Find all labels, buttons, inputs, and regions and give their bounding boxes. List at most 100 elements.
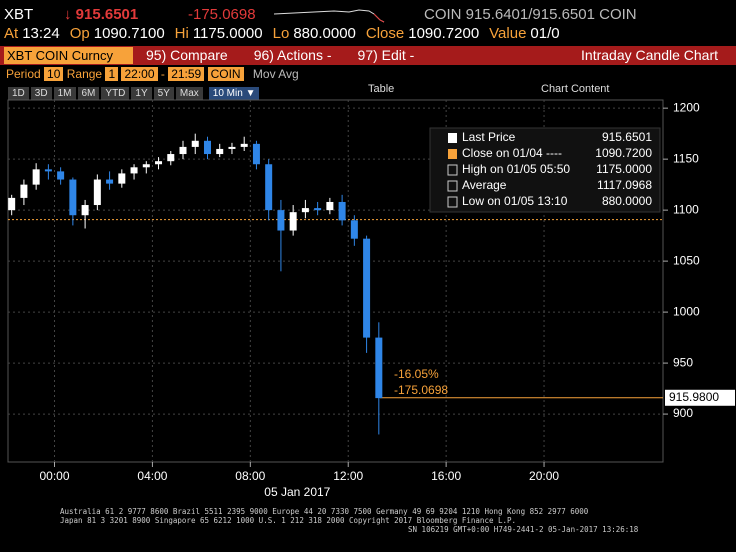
- toolbar: [0, 46, 736, 65]
- y-tick-label: 1100: [673, 202, 699, 216]
- ticker: XBT: [4, 6, 34, 23]
- candle-body: [277, 210, 285, 231]
- candle-body: [20, 184, 28, 198]
- table-button[interactable]: Table: [368, 83, 395, 95]
- candle-body: [252, 143, 260, 165]
- stat-label: Hi: [174, 25, 189, 42]
- stat-label: Value: [489, 25, 527, 42]
- candle-body: [363, 238, 371, 338]
- stat-label: At: [4, 25, 19, 42]
- range-button[interactable]: 1Y: [131, 87, 152, 100]
- legend-label: Close on 01/04 ----: [462, 146, 562, 160]
- menus: 95) Compare 96) Actions - 97) Edit -: [134, 46, 428, 65]
- legend-label: Low on 01/05 13:10: [462, 194, 568, 208]
- dash: -: [160, 67, 165, 81]
- candle-body: [44, 169, 52, 172]
- legend-label: High on 01/05 05:50: [462, 162, 570, 176]
- range-button[interactable]: 6M: [77, 87, 100, 100]
- legend-value: 1090.7200: [595, 146, 652, 160]
- legend-label: Last Price: [462, 130, 516, 144]
- last-price: ↓ 915.6501: [64, 6, 139, 23]
- candle-body: [314, 208, 322, 211]
- candle-body: [155, 161, 163, 165]
- stat-label: Close: [365, 25, 405, 42]
- x-tick-label: 08:00: [235, 469, 265, 483]
- mov-avg[interactable]: Mov Avg: [252, 67, 299, 81]
- range-button[interactable]: 3D: [30, 87, 52, 100]
- stat-label: Lo: [272, 25, 290, 42]
- range-button[interactable]: YTD: [101, 87, 130, 100]
- candle-body: [142, 164, 150, 168]
- stat-value: 1090.7200: [408, 25, 480, 42]
- stats-row: At 13:24 Op 1090.7100 Hi 1175.0000 Lo 880.0000 C…: [4, 25, 570, 42]
- source-input[interactable]: COIN: [207, 67, 244, 81]
- range-button[interactable]: 1D: [8, 87, 29, 100]
- stat-value: 01/0: [530, 25, 560, 42]
- x-axis-label: 05 Jan 2017: [264, 485, 330, 499]
- security-input[interactable]: XBT COIN Curncy: [4, 47, 133, 64]
- candle-body: [375, 337, 383, 399]
- last-price-tag: [665, 389, 735, 406]
- interval-button[interactable]: 10 Min ▼: [208, 87, 260, 100]
- candle-body: [240, 143, 248, 147]
- candle-body: [93, 179, 101, 206]
- legend-swatch: [448, 133, 457, 143]
- candle-body: [191, 140, 199, 147]
- y-tick-label: 950: [673, 355, 693, 369]
- legend-swatch: [447, 196, 458, 208]
- candle-body: [216, 148, 224, 155]
- candle-body: [338, 201, 346, 221]
- legend-label: Average: [462, 178, 507, 192]
- legend-box: [429, 127, 661, 213]
- legend-swatch: [448, 149, 457, 159]
- range-button[interactable]: 5Y: [153, 87, 174, 100]
- x-tick-label: 04:00: [137, 469, 167, 483]
- footer: Australia 61 2 9777 8600 Brazil 5511 239…: [60, 507, 638, 534]
- range-button[interactable]: Max: [175, 87, 203, 100]
- range-label: Range: [66, 67, 103, 81]
- view-title: Intraday Candle Chart: [581, 47, 718, 63]
- range-buttons: 1D 3D 1M 6M YTD 1Y 5Y Max 10 Min ▼: [8, 83, 261, 101]
- candle-body: [203, 140, 211, 155]
- candle-body: [179, 146, 187, 155]
- x-tick-label: 00:00: [39, 469, 69, 483]
- candle-body: [32, 169, 40, 185]
- period-label: Period: [6, 67, 41, 81]
- candle-body: [81, 205, 89, 216]
- candle-body: [130, 167, 138, 174]
- legend-swatch: [447, 164, 458, 176]
- start-input[interactable]: 22:00: [121, 67, 158, 81]
- legend-value: 880.0000: [602, 194, 652, 208]
- stat-value: 13:24: [22, 25, 60, 42]
- y-tick-label: 1050: [673, 253, 700, 267]
- chart-content-button[interactable]: Chart Content: [541, 83, 610, 95]
- sparkline: [274, 9, 385, 23]
- candle-body: [167, 154, 175, 162]
- last-price-tag-label: 915.9800: [669, 390, 719, 404]
- menu[interactable]: 95) Compare: [146, 47, 228, 63]
- x-tick-label: 16:00: [431, 469, 461, 483]
- y-tick-label: 900: [673, 406, 693, 420]
- menu[interactable]: 96) Actions -: [253, 47, 332, 63]
- stat-label: Op: [69, 25, 90, 42]
- stat-value: 1175.0000: [192, 25, 263, 42]
- end-input[interactable]: 21:59: [168, 67, 205, 81]
- menu[interactable]: 97) Edit -: [357, 47, 415, 63]
- annotation: -175.0698: [394, 383, 448, 397]
- period-input[interactable]: 10: [44, 67, 64, 81]
- sparkline-tail: [373, 13, 385, 23]
- candle-body: [106, 179, 114, 184]
- y-tick-label: 1000: [673, 304, 700, 318]
- candle-body: [118, 173, 126, 184]
- range-button[interactable]: 1M: [53, 87, 76, 100]
- range-input[interactable]: 1: [105, 67, 119, 81]
- candle-body: [301, 208, 309, 213]
- candle-body: [350, 220, 358, 239]
- stat-value: 1090.7100: [93, 25, 165, 42]
- annotation: -16.05%: [394, 367, 439, 381]
- legend-value: 915.6501: [602, 130, 652, 144]
- legend-swatch: [447, 180, 458, 192]
- candle-body: [8, 197, 16, 211]
- sparkline-line: [274, 9, 385, 23]
- quote: COIN 915.6401/915.6501 COIN: [424, 6, 637, 23]
